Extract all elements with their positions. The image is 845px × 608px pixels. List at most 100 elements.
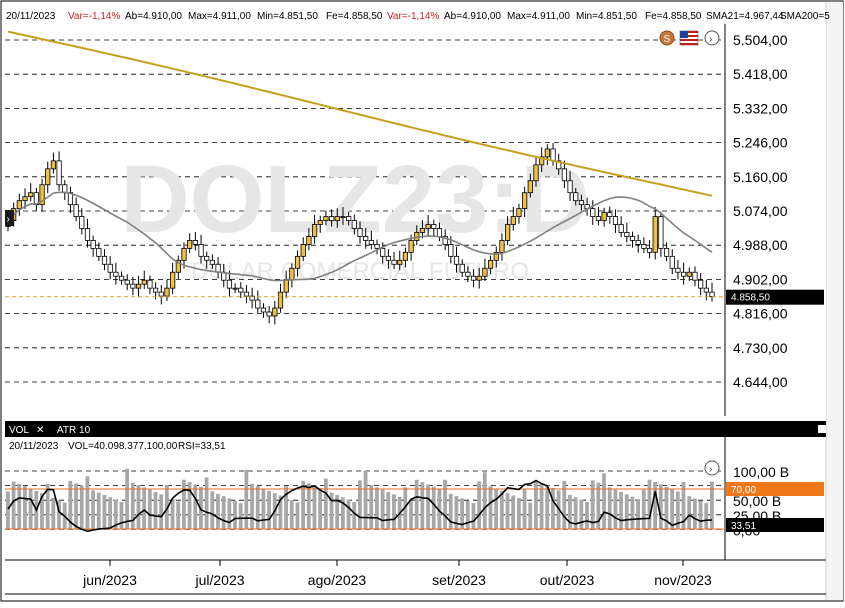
volume-bar	[409, 501, 413, 530]
us-flag-icon[interactable]	[679, 30, 699, 46]
volume-bar	[11, 481, 16, 530]
chevron-right-icon[interactable]: ›	[704, 30, 720, 46]
volume-bar	[619, 492, 623, 530]
volume-bar	[250, 483, 254, 530]
candle-body	[351, 220, 357, 229]
volume-bar	[159, 494, 164, 530]
volume-bar	[431, 486, 436, 530]
candle-body	[209, 259, 215, 265]
volume-bar	[573, 497, 578, 530]
watermark-symbol: DOLZ23:D	[120, 146, 589, 253]
volume-bar	[675, 491, 680, 530]
volume-bar	[295, 502, 300, 530]
volume-bar	[545, 485, 550, 530]
tab-atr[interactable]: ATR 10	[57, 425, 91, 436]
volume-bar	[233, 500, 237, 530]
volume-bar	[471, 503, 476, 530]
price-tick-label: 5.246,00	[733, 135, 788, 151]
candle-body	[153, 287, 159, 293]
volume-bar	[204, 477, 209, 530]
candle-body	[505, 224, 511, 241]
candle-body	[329, 216, 335, 221]
volume-bar	[488, 486, 493, 530]
candle-body	[84, 228, 91, 241]
price-grid	[5, 39, 725, 383]
right-scroll-gutter[interactable]	[826, 2, 843, 600]
candle-body	[391, 259, 397, 265]
volume-bar	[108, 497, 112, 530]
candle-body	[164, 287, 170, 297]
volume-bar	[57, 500, 61, 530]
candle-body	[561, 168, 567, 182]
volume-bar	[301, 480, 306, 530]
candle-body	[243, 291, 250, 297]
header-max: Max=4.911,00	[188, 11, 251, 22]
volume-bar	[40, 493, 44, 530]
tab-vol[interactable]: VOL	[9, 425, 29, 436]
volume-bar	[658, 484, 663, 530]
volume-bar	[392, 494, 396, 530]
maximize-panel-icon[interactable]	[818, 425, 826, 433]
candle-body	[590, 208, 596, 217]
last-price-label: 4.858,50	[731, 293, 770, 304]
candle-body	[311, 224, 318, 237]
header-min-2: Min=4.851,50	[576, 11, 637, 22]
volume-bar	[590, 480, 595, 530]
volume-bar	[284, 486, 288, 530]
volume-bar	[96, 492, 101, 530]
volume-bar	[477, 481, 482, 530]
coin-icon[interactable]: S	[659, 30, 675, 46]
volume-bar	[414, 479, 419, 530]
x-tick-label: jun/2023	[82, 572, 137, 588]
header-sma21: SMA21=4.967,44	[706, 11, 784, 22]
candle-body	[300, 244, 306, 257]
left-scroll-marker[interactable]	[5, 210, 14, 226]
volume-bar	[153, 492, 158, 530]
candle-body	[266, 311, 272, 317]
lower-chevron-icon[interactable]: ›	[704, 460, 720, 476]
volume-bar	[585, 501, 589, 530]
candle-body	[260, 307, 267, 313]
price-tick-label: 4.902,00	[733, 271, 788, 287]
volume-bar	[119, 501, 124, 530]
volume-bar	[460, 498, 464, 530]
candle-body	[675, 267, 681, 273]
price-tick-label: 5.418,00	[733, 66, 788, 82]
candle-body	[612, 216, 619, 225]
volume-bar	[624, 494, 629, 530]
volume-bar	[221, 496, 226, 530]
candle-body	[578, 200, 585, 206]
volume-bar	[653, 482, 658, 530]
close-tab-icon[interactable]: ✕	[36, 425, 44, 436]
volume-bar	[499, 490, 504, 530]
volume-bar	[227, 498, 232, 530]
volume-bar	[568, 494, 572, 530]
volume-bar	[340, 497, 345, 530]
volume-bar	[551, 487, 555, 530]
volume-bar	[596, 482, 601, 530]
volume-bar	[698, 500, 703, 530]
candle-body	[686, 271, 692, 277]
volume-bar	[494, 488, 499, 530]
volume-bar	[687, 496, 692, 530]
header-date: 20/11/2023	[6, 11, 56, 22]
candle-body	[550, 148, 556, 162]
candle-body	[624, 232, 630, 237]
lower-panel-tabs: VOL ✕ ATR 10	[5, 421, 826, 437]
lower-info-vol: VOL=40.098.377.100,00	[68, 441, 178, 452]
volume-bar	[386, 492, 391, 530]
candle-body	[226, 279, 233, 289]
header-fe: Fe=4.858,50	[326, 11, 383, 22]
indicator-panel[interactable]: 20/11/2023 VOL=40.098.377.100,00 RSI=33,…	[5, 437, 824, 560]
volume-bar	[335, 494, 340, 530]
candle-body	[56, 160, 62, 186]
price-panel[interactable]: DOLZ23:D DOLAR COMERCIAL FUTURO 5.504,00…	[5, 24, 826, 416]
price-tick-label: 4.644,00	[733, 374, 788, 390]
volume-bar	[534, 480, 538, 530]
volume-bar	[465, 500, 470, 530]
candle-body	[663, 247, 670, 257]
lower-tick-label: 50,00 B	[733, 493, 781, 509]
volume-bar	[641, 489, 646, 530]
candle-body	[567, 180, 573, 194]
candle-body	[158, 291, 164, 297]
